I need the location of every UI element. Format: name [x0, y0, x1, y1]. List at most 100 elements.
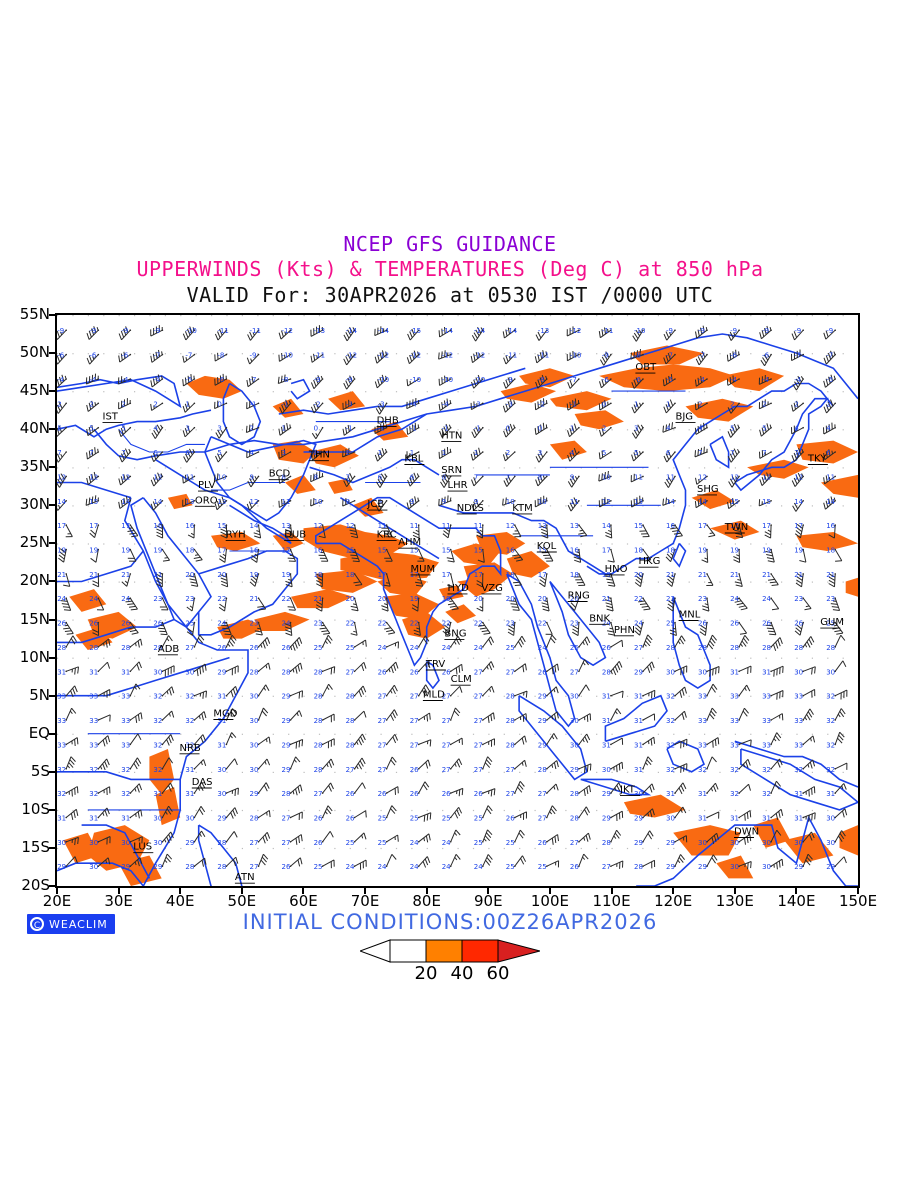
- svg-text:14: 14: [153, 498, 162, 506]
- svg-text:26: 26: [346, 790, 355, 798]
- svg-text:33: 33: [57, 717, 66, 725]
- station-label-SHG: SHG: [697, 484, 719, 496]
- svg-text:JKT: JKT: [619, 785, 636, 796]
- svg-text:17: 17: [602, 547, 611, 555]
- y-axis-tick: [49, 504, 55, 507]
- svg-text:9: 9: [410, 498, 414, 506]
- x-axis-tick: [548, 888, 551, 894]
- svg-text:33: 33: [794, 717, 803, 725]
- title-block: NCEP GFS GUIDANCE UPPERWINDS (Kts) & TEM…: [0, 232, 900, 308]
- y-axis-label-20N: 20N: [19, 571, 50, 590]
- svg-text:0: 0: [602, 400, 606, 408]
- svg-text:6: 6: [153, 449, 158, 457]
- svg-text:32: 32: [826, 741, 835, 749]
- copyright-icon: C: [30, 917, 44, 931]
- svg-text:5: 5: [762, 425, 766, 433]
- svg-text:-9: -9: [121, 327, 128, 335]
- svg-text:-3: -3: [378, 400, 385, 408]
- svg-text:31: 31: [89, 668, 98, 676]
- svg-text:1: 1: [442, 449, 446, 457]
- svg-text:32: 32: [826, 693, 835, 701]
- svg-text:1: 1: [282, 425, 286, 433]
- svg-text:-1: -1: [410, 425, 417, 433]
- svg-text:27: 27: [474, 668, 483, 676]
- station-label-MNL: MNL: [678, 610, 701, 621]
- station-label-GUM: GUM: [820, 617, 844, 629]
- svg-text:27: 27: [378, 766, 387, 774]
- svg-text:30: 30: [153, 668, 162, 676]
- svg-text:31: 31: [185, 790, 194, 798]
- svg-text:27: 27: [474, 766, 483, 774]
- svg-text:30: 30: [666, 668, 675, 676]
- svg-text:BJG: BJG: [676, 412, 694, 423]
- svg-text:27: 27: [282, 815, 291, 823]
- svg-text:16: 16: [153, 522, 162, 530]
- svg-text:22: 22: [346, 620, 355, 628]
- svg-text:7: 7: [474, 473, 478, 481]
- map-plot-frame[interactable]: -9 -9 -9 -9 -10 -11 -11 -12 -13 -14 -14 -15 -14 -14 -1…: [55, 313, 860, 888]
- svg-text:30: 30: [698, 668, 707, 676]
- x-axis-label-110E: 110E: [592, 892, 631, 910]
- svg-text:-14: -14: [378, 327, 390, 335]
- svg-text:12: 12: [121, 473, 130, 481]
- svg-text:29: 29: [217, 815, 226, 823]
- svg-text:32: 32: [185, 717, 194, 725]
- colorbar-swatch-2: [461, 939, 499, 963]
- svg-text:3: 3: [538, 449, 542, 457]
- title-line-valid-time: VALID For: 30APR2026 at 0530 IST /0000 U…: [186, 283, 714, 307]
- colorbar-tick-40: 40: [450, 963, 474, 984]
- svg-text:7: 7: [89, 449, 93, 457]
- svg-text:33: 33: [89, 717, 98, 725]
- svg-text:22: 22: [538, 620, 547, 628]
- svg-text:19: 19: [250, 571, 259, 579]
- svg-text:33: 33: [89, 693, 98, 701]
- svg-text:12: 12: [762, 473, 771, 481]
- svg-text:11: 11: [826, 473, 835, 481]
- svg-text:23: 23: [666, 595, 675, 603]
- y-axis-label-45N: 45N: [19, 381, 50, 400]
- svg-text:3: 3: [217, 425, 221, 433]
- svg-text:30: 30: [217, 790, 226, 798]
- svg-text:31: 31: [602, 693, 611, 701]
- svg-text:21: 21: [826, 571, 835, 579]
- x-axis-tick: [364, 888, 367, 894]
- svg-text:-12: -12: [442, 352, 453, 360]
- svg-text:-4: -4: [442, 400, 450, 408]
- colorbar-ticks: 20 40 60: [360, 963, 540, 985]
- svg-text:25: 25: [346, 839, 355, 847]
- svg-text:18: 18: [314, 571, 323, 579]
- station-label-ATN: ATN: [234, 872, 255, 884]
- svg-text:32: 32: [57, 790, 66, 798]
- svg-text:21: 21: [89, 571, 98, 579]
- svg-text:32: 32: [185, 741, 194, 749]
- colorbar-over-arrow: [497, 939, 540, 963]
- svg-text:26: 26: [57, 620, 66, 628]
- svg-text:31: 31: [634, 717, 643, 725]
- svg-text:24: 24: [121, 595, 130, 603]
- svg-text:13: 13: [217, 498, 226, 506]
- svg-text:14: 14: [826, 498, 835, 506]
- svg-text:8: 8: [282, 473, 286, 481]
- svg-text:20: 20: [506, 595, 515, 603]
- svg-text:7: 7: [698, 449, 702, 457]
- svg-text:VZG: VZG: [481, 583, 502, 594]
- y-axis-tick: [49, 314, 55, 316]
- weaclim-logo: C WEACLIM: [27, 914, 115, 934]
- station-label-PHN: PHN: [613, 625, 635, 637]
- svg-text:26: 26: [346, 815, 355, 823]
- svg-text:9: 9: [346, 498, 350, 506]
- svg-text:-10: -10: [378, 376, 389, 384]
- svg-text:-15: -15: [410, 327, 421, 335]
- svg-text:30: 30: [217, 766, 226, 774]
- svg-text:-9: -9: [730, 327, 737, 335]
- svg-text:1: 1: [634, 400, 638, 408]
- windspeed-shading: [63, 345, 858, 886]
- svg-text:-9: -9: [314, 376, 321, 384]
- svg-text:-4: -4: [410, 400, 418, 408]
- svg-text:-11: -11: [314, 352, 325, 360]
- svg-text:HKG: HKG: [639, 556, 661, 567]
- svg-text:1: 1: [378, 449, 382, 457]
- svg-text:-1: -1: [474, 425, 481, 433]
- svg-text:-6: -6: [762, 352, 770, 360]
